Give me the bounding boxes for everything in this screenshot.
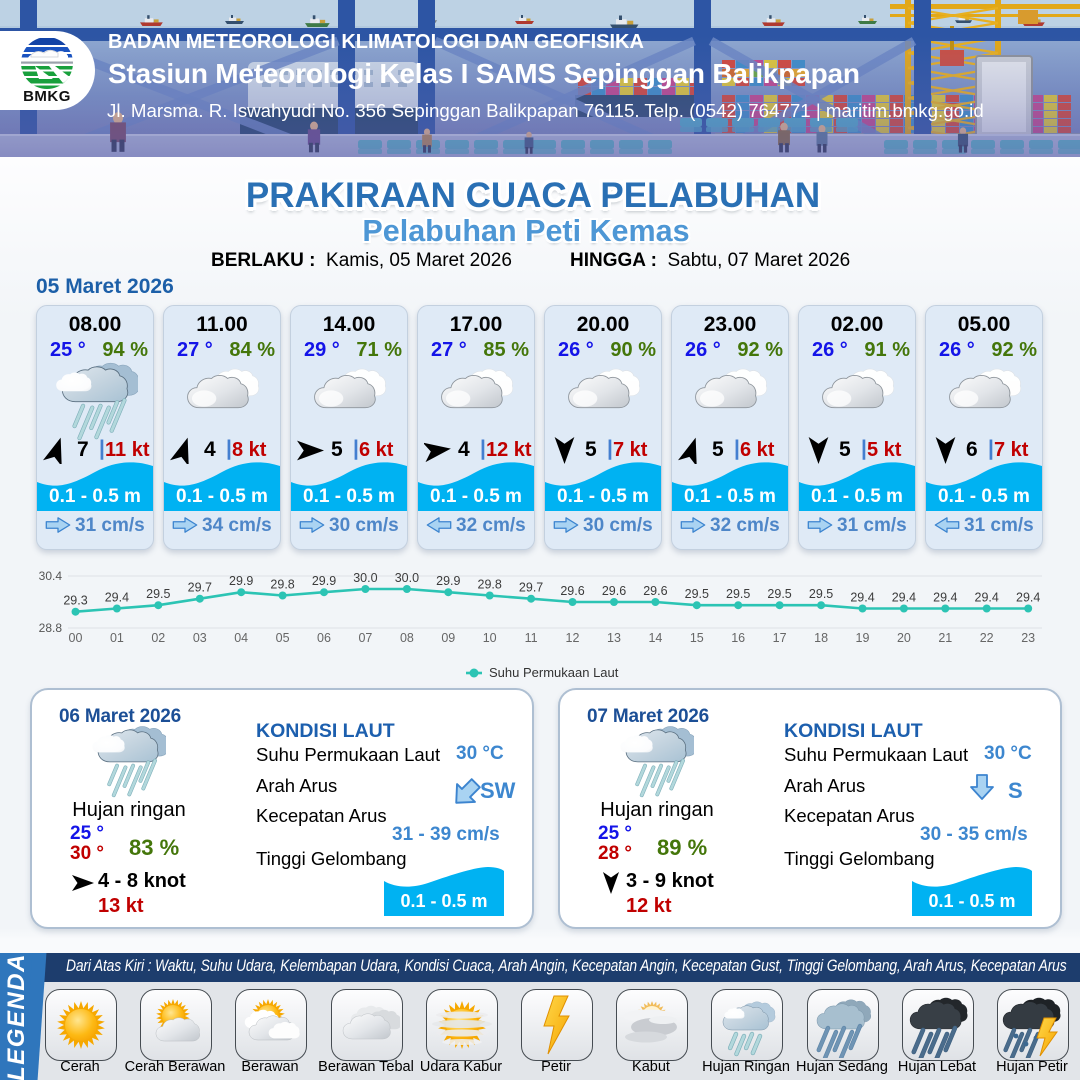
svg-text:29.8: 29.8 — [270, 578, 294, 592]
svg-text:29.6: 29.6 — [643, 584, 667, 598]
svg-text:08: 08 — [400, 631, 414, 645]
svg-text:05: 05 — [276, 631, 290, 645]
svg-text:29.9: 29.9 — [229, 574, 253, 588]
svg-text:28.8: 28.8 — [39, 621, 63, 635]
svg-text:01: 01 — [110, 631, 124, 645]
svg-text:30.0: 30.0 — [353, 571, 377, 585]
svg-text:15: 15 — [690, 631, 704, 645]
svg-text:16: 16 — [731, 631, 745, 645]
svg-text:14: 14 — [648, 631, 662, 645]
svg-text:12: 12 — [566, 631, 580, 645]
svg-text:29.4: 29.4 — [1016, 591, 1040, 605]
svg-text:18: 18 — [814, 631, 828, 645]
svg-text:23: 23 — [1021, 631, 1035, 645]
svg-text:22: 22 — [980, 631, 994, 645]
svg-text:04: 04 — [234, 631, 248, 645]
svg-text:29.9: 29.9 — [436, 574, 460, 588]
svg-text:30.4: 30.4 — [39, 569, 63, 583]
svg-text:29.9: 29.9 — [312, 574, 336, 588]
svg-text:29.8: 29.8 — [478, 578, 502, 592]
svg-text:20: 20 — [897, 631, 911, 645]
svg-text:29.5: 29.5 — [685, 587, 709, 601]
svg-text:29.7: 29.7 — [188, 581, 212, 595]
svg-text:10: 10 — [483, 631, 497, 645]
svg-text:29.4: 29.4 — [975, 591, 999, 605]
svg-text:29.4: 29.4 — [105, 591, 129, 605]
svg-text:19: 19 — [856, 631, 870, 645]
svg-text:21: 21 — [938, 631, 952, 645]
svg-text:29.5: 29.5 — [767, 587, 791, 601]
svg-text:02: 02 — [151, 631, 165, 645]
svg-text:17: 17 — [773, 631, 787, 645]
svg-text:00: 00 — [69, 631, 83, 645]
svg-text:29.7: 29.7 — [519, 581, 543, 595]
svg-text:29.5: 29.5 — [726, 587, 750, 601]
svg-text:29.4: 29.4 — [850, 591, 874, 605]
svg-text:29.5: 29.5 — [146, 587, 170, 601]
svg-text:09: 09 — [441, 631, 455, 645]
svg-text:13: 13 — [607, 631, 621, 645]
svg-text:03: 03 — [193, 631, 207, 645]
svg-text:30.0: 30.0 — [395, 571, 419, 585]
svg-text:29.3: 29.3 — [63, 594, 87, 608]
svg-text:29.6: 29.6 — [602, 584, 626, 598]
svg-text:07: 07 — [358, 631, 372, 645]
svg-text:06: 06 — [317, 631, 331, 645]
svg-text:29.6: 29.6 — [560, 584, 584, 598]
svg-text:29.4: 29.4 — [933, 591, 957, 605]
svg-text:11: 11 — [525, 631, 538, 645]
svg-text:29.4: 29.4 — [892, 591, 916, 605]
svg-text:29.5: 29.5 — [809, 587, 833, 601]
svg-text:Suhu Permukaan Laut: Suhu Permukaan Laut — [489, 665, 619, 680]
